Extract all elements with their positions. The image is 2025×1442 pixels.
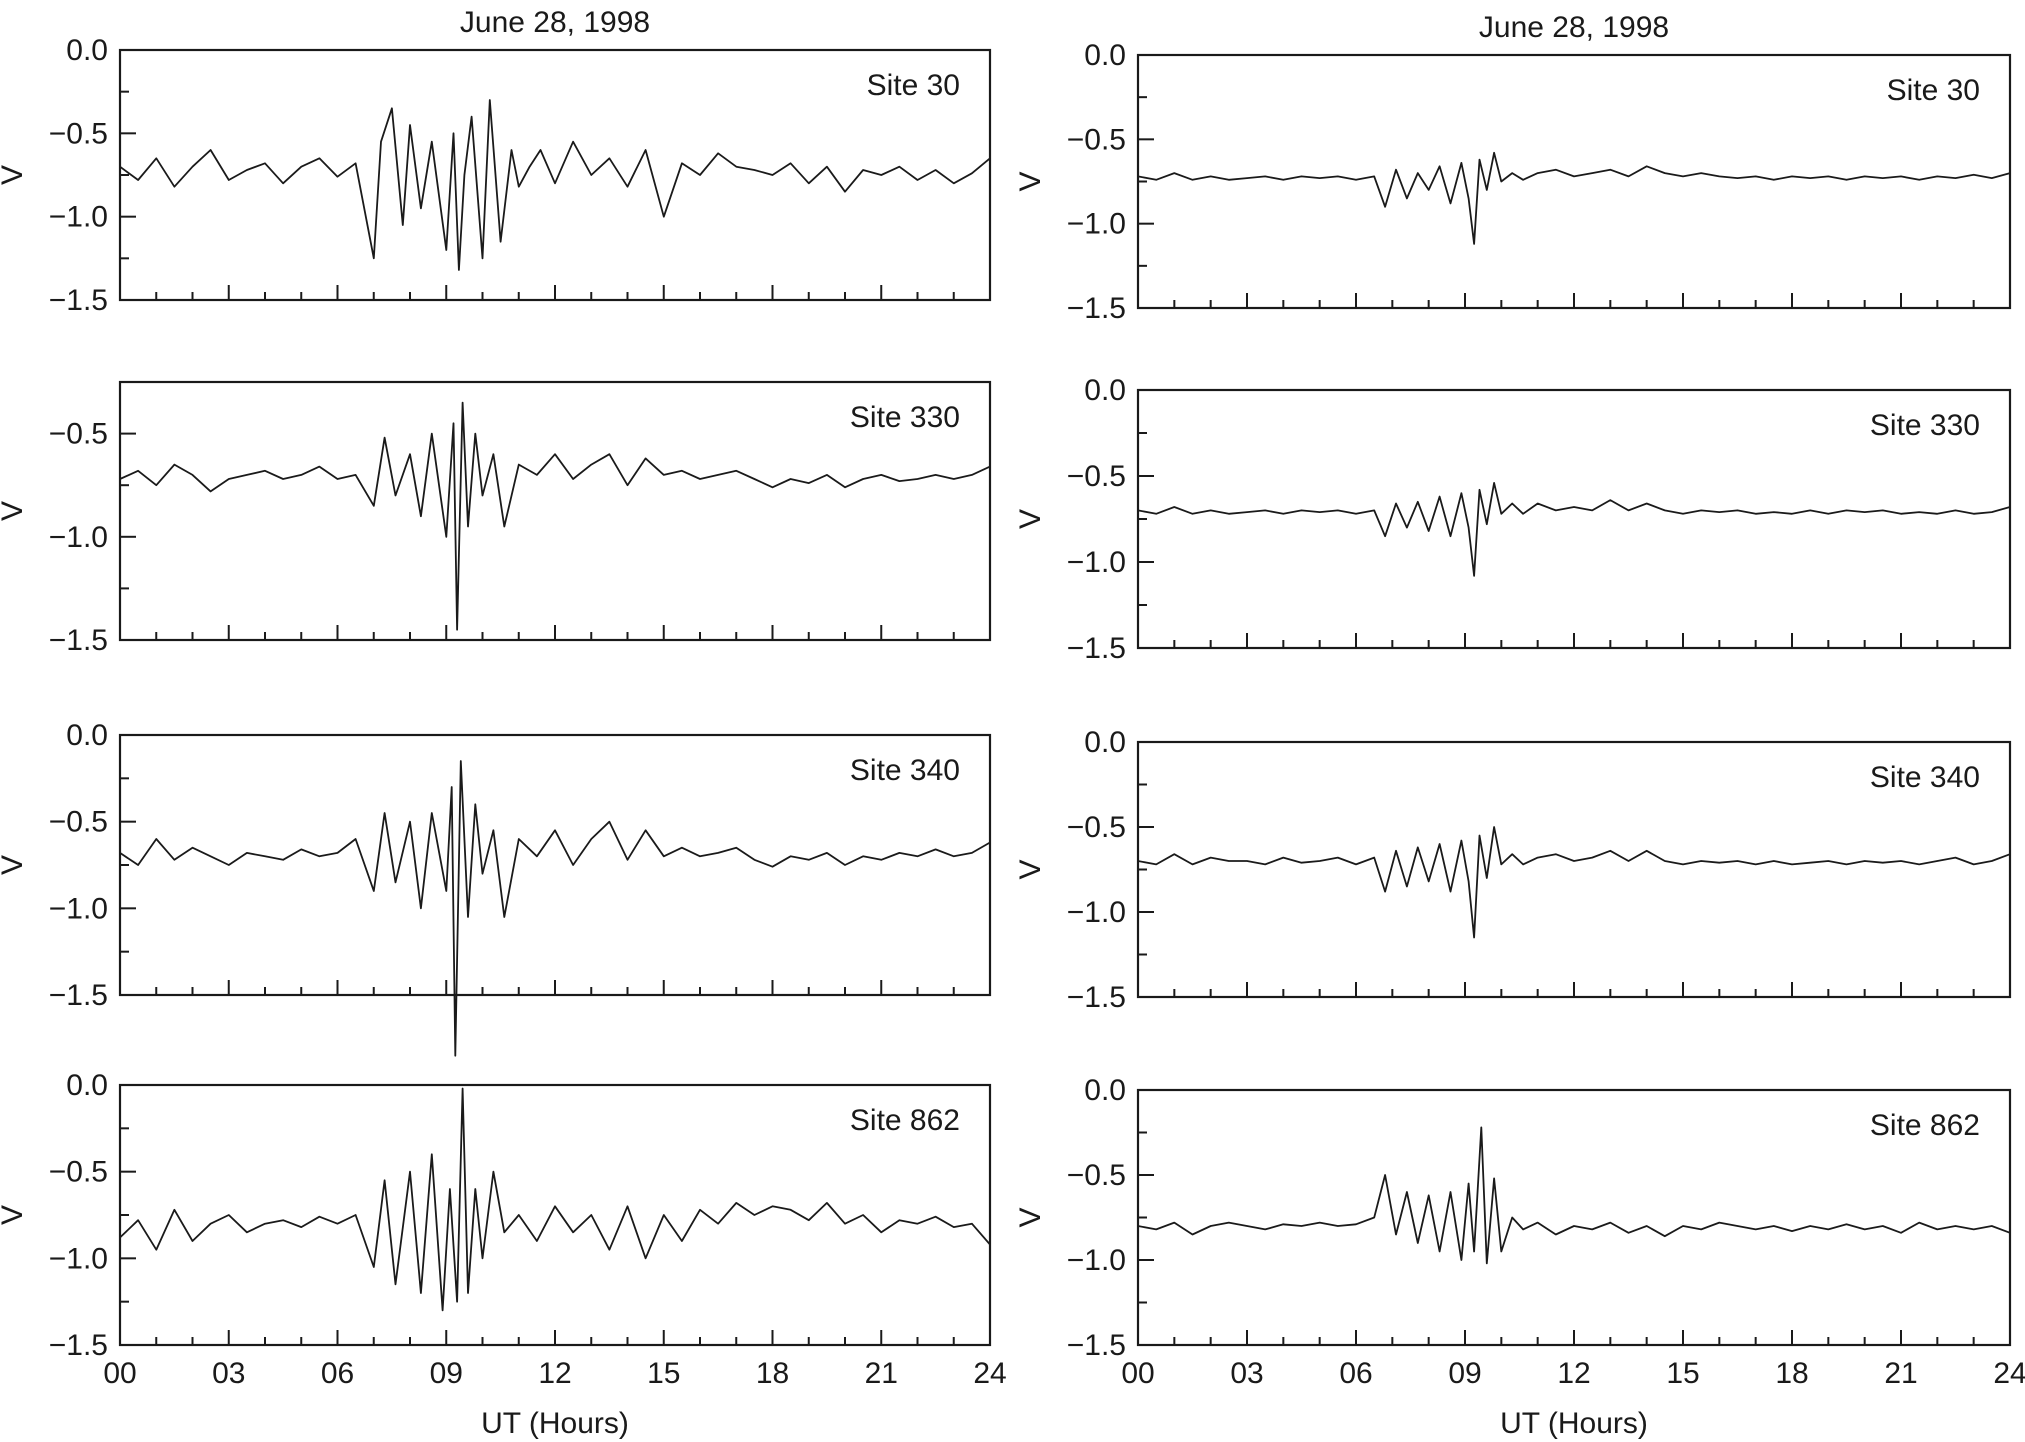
y-tick-label: −0.5 — [49, 1156, 108, 1189]
series-line — [119, 99, 991, 271]
chart-title: June 28, 1998 — [1479, 11, 1669, 44]
chart-panel-left-2: Site 340 V 0.0 −0.5 −1.0 −1.5 — [0, 719, 992, 1057]
y-tick-label: 0.0 — [1084, 374, 1126, 407]
series-line — [119, 401, 991, 631]
y-tick-label: 0.0 — [1084, 39, 1126, 72]
y-tick-label: −0.5 — [1067, 123, 1126, 156]
y-axis-label: V — [0, 165, 29, 185]
x-tick-label: 21 — [865, 1357, 898, 1390]
chart-panel-right-6: Site 340 V 0.0 −0.5 −1.0 −1.5 — [1014, 726, 2012, 1014]
series-line — [119, 760, 991, 1057]
x-tick-label: 12 — [538, 1357, 571, 1390]
y-tick-label: −1.5 — [1067, 292, 1126, 325]
series-line — [1137, 481, 2011, 577]
y-tick-label: −1.5 — [1067, 981, 1126, 1014]
x-tick-label: 24 — [973, 1357, 1006, 1390]
y-axis-label: V — [0, 855, 29, 875]
y-tick-label: −1.0 — [1067, 208, 1126, 241]
y-tick-label: −0.5 — [49, 418, 108, 451]
x-tick-label: 03 — [212, 1357, 245, 1390]
y-axis-label: V — [0, 501, 29, 521]
y-axis-label: V — [1014, 859, 1047, 879]
y-tick-label: −0.5 — [1067, 811, 1126, 844]
chart-title: June 28, 1998 — [460, 6, 650, 39]
x-tick-label: 03 — [1230, 1357, 1263, 1390]
y-tick-label: −1.0 — [1067, 896, 1126, 929]
y-tick-label: 0.0 — [66, 1069, 108, 1102]
y-tick-label: −0.5 — [1067, 460, 1126, 493]
y-tick-label: −0.5 — [1067, 1159, 1126, 1192]
plot-frame — [1136, 53, 2012, 310]
y-tick-label: −0.5 — [49, 117, 108, 150]
site-label: Site 862 — [1870, 1109, 1980, 1142]
site-label: Site 330 — [850, 401, 960, 434]
y-tick-label: −1.0 — [49, 521, 108, 554]
chart-panel-right-5: Site 330 V 0.0 −0.5 −1.0 −1.5 — [1014, 374, 2012, 665]
y-tick-label: 0.0 — [66, 719, 108, 752]
y-tick-label: −1.5 — [49, 1329, 108, 1362]
y-tick-label: −1.0 — [49, 892, 108, 925]
site-label: Site 30 — [867, 69, 960, 102]
y-axis-label: V — [1014, 1207, 1047, 1227]
series-line — [1137, 826, 2011, 939]
x-tick-label: 24 — [1993, 1357, 2025, 1390]
series-line — [1137, 151, 2011, 245]
y-tick-label: 0.0 — [1084, 1074, 1126, 1107]
x-tick-label: 09 — [1448, 1357, 1481, 1390]
chart-panel-right-4: June 28, 1998 Site 30 V 0.0 −0.5 −1.0 −1.5 — [1014, 11, 2012, 325]
y-tick-label: −1.5 — [49, 979, 108, 1012]
site-label: Site 340 — [850, 754, 960, 787]
y-tick-label: −0.5 — [49, 806, 108, 839]
x-axis-label: UT (Hours) — [1500, 1407, 1648, 1440]
x-tick-label: 09 — [430, 1357, 463, 1390]
chart-panel-right-7: Site 862 V 0.0 −0.5 −1.0 −1.500 03 06 09 12 15 18 21… — [1014, 1074, 2025, 1440]
y-tick-label: −1.0 — [1067, 1244, 1126, 1277]
series-line — [1137, 1126, 2011, 1265]
x-tick-label: 12 — [1557, 1357, 1590, 1390]
y-tick-label: −1.0 — [1067, 546, 1126, 579]
y-axis-label: V — [1014, 509, 1047, 529]
y-axis-label: V — [1014, 171, 1047, 191]
y-tick-label: −1.0 — [49, 1242, 108, 1275]
site-label: Site 330 — [1870, 409, 1980, 442]
x-tick-label: 15 — [647, 1357, 680, 1390]
x-tick-label: 00 — [103, 1357, 136, 1390]
chart-panel-left-1: Site 330 V −0.5 −1.0 −1.5 — [0, 380, 992, 657]
x-tick-label: 18 — [756, 1357, 789, 1390]
y-tick-label: −1.5 — [49, 624, 108, 657]
x-axis-label: UT (Hours) — [481, 1407, 629, 1440]
site-label: Site 340 — [1870, 761, 1980, 794]
x-tick-label: 15 — [1666, 1357, 1699, 1390]
y-tick-label: −1.5 — [49, 284, 108, 317]
y-tick-label: 0.0 — [66, 34, 108, 67]
x-tick-label: 00 — [1121, 1357, 1154, 1390]
series-line — [119, 1087, 991, 1312]
x-tick-label: 06 — [1339, 1357, 1372, 1390]
site-label: Site 30 — [1887, 74, 1980, 107]
y-tick-label: −1.0 — [49, 201, 108, 234]
y-tick-label: −1.5 — [1067, 1329, 1126, 1362]
chart-panel-left-0: June 28, 1998 Site 30 V 0.0 −0.5 −1.0 −1.5 — [0, 6, 992, 317]
site-label: Site 862 — [850, 1104, 960, 1137]
y-axis-label: V — [0, 1205, 29, 1225]
y-tick-label: 0.0 — [1084, 726, 1126, 759]
x-tick-label: 18 — [1775, 1357, 1808, 1390]
y-tick-label: −1.5 — [1067, 632, 1126, 665]
x-tick-label: 06 — [321, 1357, 354, 1390]
x-tick-label: 21 — [1884, 1357, 1917, 1390]
chart-panel-left-3: Site 862 V 0.0 −0.5 −1.0 −1.500 03 06 09 12 15 18 21… — [0, 1069, 1007, 1440]
